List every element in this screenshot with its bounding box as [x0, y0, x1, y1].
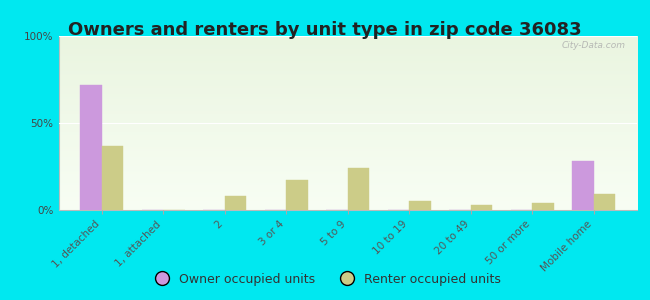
Bar — [532, 203, 554, 210]
Bar — [471, 205, 493, 210]
Text: Owners and renters by unit type in zip code 36083: Owners and renters by unit type in zip c… — [68, 21, 582, 39]
Bar — [573, 161, 594, 210]
Bar — [594, 194, 616, 210]
Bar — [348, 168, 369, 210]
Bar — [225, 196, 246, 210]
Bar — [80, 85, 101, 210]
Text: City-Data.com: City-Data.com — [562, 41, 625, 50]
Bar — [410, 201, 431, 210]
Legend: Owner occupied units, Renter occupied units: Owner occupied units, Renter occupied un… — [144, 268, 506, 291]
Bar — [286, 180, 307, 210]
Bar — [101, 146, 123, 210]
